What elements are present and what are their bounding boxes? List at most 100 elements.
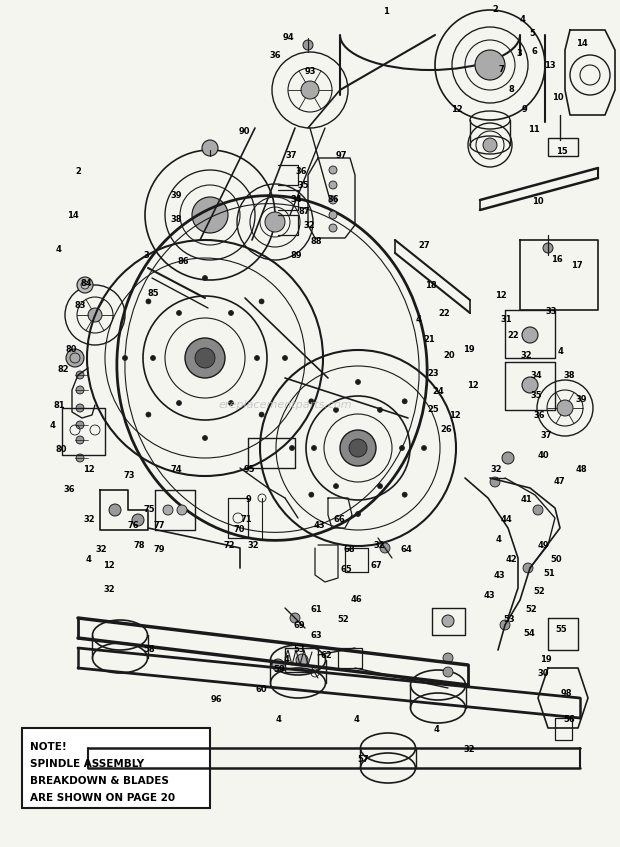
- Text: 44: 44: [500, 514, 512, 523]
- Text: 52: 52: [533, 586, 545, 595]
- Circle shape: [283, 356, 288, 361]
- Circle shape: [290, 613, 300, 623]
- Text: 36: 36: [533, 412, 545, 420]
- Circle shape: [349, 439, 367, 457]
- Text: 67: 67: [370, 562, 382, 571]
- Circle shape: [399, 446, 404, 451]
- Circle shape: [443, 653, 453, 663]
- Circle shape: [490, 477, 500, 487]
- Circle shape: [151, 356, 156, 361]
- Text: 36: 36: [327, 195, 339, 203]
- Text: 71: 71: [240, 514, 252, 523]
- Text: 85: 85: [147, 289, 159, 297]
- Text: 4: 4: [496, 534, 502, 544]
- Text: 87: 87: [298, 207, 310, 215]
- Circle shape: [329, 181, 337, 189]
- Circle shape: [163, 505, 173, 515]
- Text: 57: 57: [357, 755, 369, 763]
- Text: 76: 76: [127, 522, 139, 530]
- Text: 68: 68: [343, 545, 355, 553]
- Circle shape: [146, 299, 151, 304]
- Circle shape: [402, 399, 407, 404]
- Circle shape: [259, 412, 264, 417]
- Circle shape: [329, 196, 337, 204]
- Text: 38: 38: [563, 372, 575, 380]
- Circle shape: [355, 512, 360, 517]
- Text: 15: 15: [556, 147, 568, 156]
- Text: 6: 6: [531, 47, 537, 56]
- Text: 4: 4: [519, 14, 525, 24]
- Text: 56: 56: [563, 715, 575, 723]
- Circle shape: [380, 543, 390, 553]
- Text: 4: 4: [56, 245, 62, 253]
- Text: 49: 49: [537, 541, 549, 551]
- Circle shape: [76, 454, 84, 462]
- Text: 53: 53: [293, 645, 305, 654]
- Text: 18: 18: [425, 281, 437, 291]
- Text: 86: 86: [177, 257, 189, 265]
- Text: 2: 2: [492, 5, 498, 14]
- Text: 14: 14: [67, 212, 79, 220]
- Text: 37: 37: [285, 152, 297, 160]
- Circle shape: [109, 504, 121, 516]
- Text: 79: 79: [153, 545, 165, 553]
- Circle shape: [88, 308, 102, 322]
- Circle shape: [229, 311, 234, 315]
- Bar: [22, 728, 210, 808]
- Circle shape: [309, 492, 314, 497]
- Text: 12: 12: [83, 464, 95, 473]
- Text: BREAKDOWN & BLADES: BREAKDOWN & BLADES: [30, 776, 169, 786]
- Text: 80: 80: [65, 345, 77, 353]
- Circle shape: [76, 404, 84, 412]
- Circle shape: [522, 327, 538, 343]
- Circle shape: [301, 81, 319, 99]
- Text: 17: 17: [571, 262, 583, 270]
- Text: 95: 95: [243, 464, 255, 473]
- Circle shape: [290, 446, 294, 451]
- Circle shape: [77, 277, 93, 293]
- Circle shape: [203, 275, 208, 280]
- Text: 94: 94: [282, 34, 294, 42]
- Text: 4: 4: [276, 715, 282, 723]
- Text: ARE SHOWN ON PAGE 20: ARE SHOWN ON PAGE 20: [30, 793, 175, 803]
- Text: 4: 4: [50, 422, 56, 430]
- Circle shape: [123, 356, 128, 361]
- Text: 77: 77: [153, 522, 165, 530]
- Text: 7: 7: [498, 64, 504, 74]
- Circle shape: [66, 349, 84, 367]
- Circle shape: [76, 371, 84, 379]
- Text: 39: 39: [575, 395, 587, 403]
- Text: 13: 13: [544, 62, 556, 70]
- Text: 97: 97: [335, 152, 347, 160]
- Text: 34: 34: [290, 195, 302, 203]
- Text: 81: 81: [53, 401, 65, 411]
- Circle shape: [76, 386, 84, 394]
- Text: 32: 32: [247, 541, 259, 551]
- Text: 32: 32: [83, 514, 95, 523]
- Text: 69: 69: [293, 622, 305, 630]
- Text: 10: 10: [552, 92, 564, 102]
- Text: 60: 60: [255, 684, 267, 694]
- Text: 3: 3: [143, 252, 149, 261]
- Text: 27: 27: [418, 241, 430, 251]
- Text: 82: 82: [57, 364, 69, 374]
- Text: 62: 62: [320, 651, 332, 661]
- Text: 37: 37: [540, 431, 552, 440]
- Text: 98: 98: [560, 689, 572, 697]
- Text: 55: 55: [555, 624, 567, 634]
- Circle shape: [132, 514, 144, 526]
- Circle shape: [229, 401, 234, 406]
- Text: 78: 78: [133, 541, 144, 551]
- Circle shape: [272, 659, 284, 671]
- Text: 53: 53: [503, 615, 515, 623]
- Text: 61: 61: [310, 605, 322, 613]
- Text: 12: 12: [449, 412, 461, 420]
- Text: NOTE!: NOTE!: [30, 742, 67, 752]
- Circle shape: [185, 338, 225, 378]
- Circle shape: [443, 667, 453, 677]
- Circle shape: [146, 412, 151, 417]
- Text: 32: 32: [490, 464, 502, 473]
- Text: 23: 23: [427, 368, 439, 378]
- Text: SPINDLE ASSEMBLY: SPINDLE ASSEMBLY: [30, 759, 144, 769]
- Circle shape: [533, 505, 543, 515]
